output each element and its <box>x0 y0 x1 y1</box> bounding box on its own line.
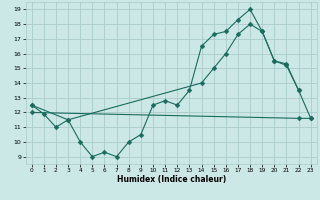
X-axis label: Humidex (Indice chaleur): Humidex (Indice chaleur) <box>116 175 226 184</box>
